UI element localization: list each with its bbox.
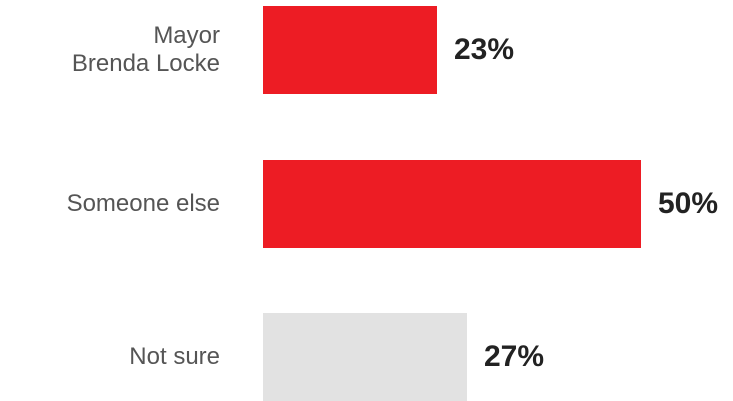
category-label: Mayor Brenda Locke [71,22,220,77]
value-label: 50% [658,187,719,220]
bar [263,160,641,248]
bar [263,6,437,94]
value-label: 23% [454,33,515,66]
value-label: 27% [484,340,545,373]
category-label: Someone else [66,190,220,217]
category-label: Not sure [129,343,220,370]
bar [263,313,467,401]
